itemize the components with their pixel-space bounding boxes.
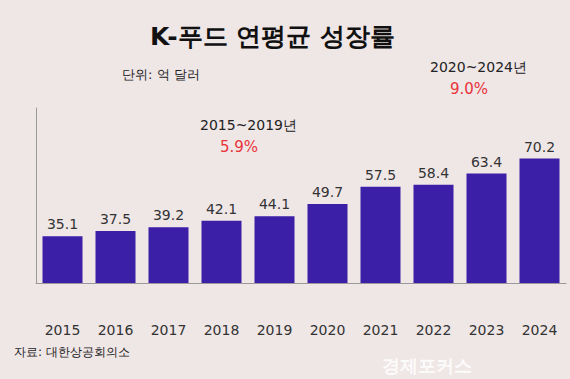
svg-text:K-푸드 연평균 성장률: K-푸드 연평균 성장률 [150,22,395,51]
svg-text:자료: 대한상공회의소: 자료: 대한상공회의소 [14,345,130,359]
svg-text:2020: 2020 [310,322,346,338]
svg-text:9.0%: 9.0% [450,80,488,98]
svg-text:58.4: 58.4 [418,165,449,181]
svg-text:2021: 2021 [363,322,399,338]
svg-text:경제포커스: 경제포커스 [382,355,472,376]
svg-text:2015~2019년: 2015~2019년 [200,117,297,133]
svg-text:63.4: 63.4 [471,154,502,170]
svg-text:2022: 2022 [416,322,452,338]
svg-text:2024: 2024 [522,322,558,338]
svg-text:57.5: 57.5 [365,167,396,183]
svg-text:37.5: 37.5 [100,211,131,227]
svg-text:2016: 2016 [98,322,134,338]
svg-text:42.1: 42.1 [206,201,237,217]
svg-text:70.2: 70.2 [524,139,555,155]
svg-text:2020~2024년: 2020~2024년 [430,59,527,75]
svg-text:39.2: 39.2 [153,207,184,223]
svg-text:49.7: 49.7 [312,184,343,200]
svg-text:단위: 억 달러: 단위: 억 달러 [122,67,200,82]
svg-text:2018: 2018 [204,322,240,338]
svg-text:2019: 2019 [257,322,293,338]
svg-text:44.1: 44.1 [259,196,290,212]
svg-text:5.9%: 5.9% [220,138,258,156]
svg-text:2015: 2015 [45,322,81,338]
svg-text:2017: 2017 [151,322,187,338]
svg-text:2023: 2023 [469,322,505,338]
svg-text:35.1: 35.1 [47,216,78,232]
